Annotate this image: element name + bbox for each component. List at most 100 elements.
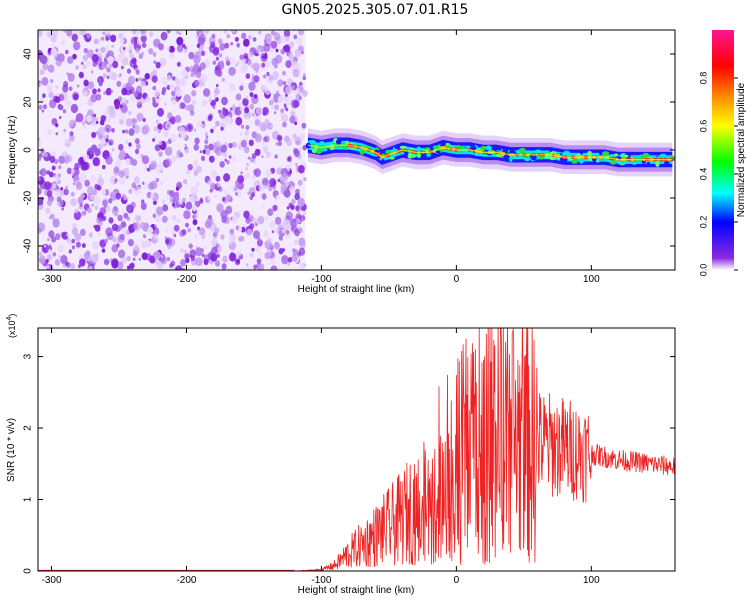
noise-speckle <box>265 35 273 45</box>
noise-speckle <box>224 158 227 162</box>
noise-speckle <box>48 230 55 239</box>
noise-speckle <box>69 131 74 137</box>
noise-speckle <box>302 75 307 81</box>
noise-speckle <box>111 259 119 269</box>
noise-speckle <box>42 62 49 71</box>
colorbar: 0.0 0.2 0.4 0.6 0.8 Normalized spectral ampl… <box>698 30 747 276</box>
noise-speckle <box>66 167 72 175</box>
noise-speckle <box>264 87 271 96</box>
noise-speckle <box>58 165 62 170</box>
noise-speckle <box>91 253 99 263</box>
colorbar-tick-label: 0.4 <box>698 168 708 181</box>
noise-speckle <box>127 207 132 212</box>
ridge-speckle <box>435 150 441 154</box>
ridge-speckle <box>416 152 421 158</box>
noise-speckle <box>299 133 305 141</box>
noise-speckle <box>251 112 255 117</box>
noise-speckle <box>127 236 130 240</box>
noise-speckle <box>97 177 105 186</box>
noise-speckle <box>261 205 265 210</box>
noise-speckle <box>269 123 273 129</box>
noise-speckle <box>123 47 126 50</box>
noise-speckle <box>205 135 209 140</box>
noise-speckle <box>129 94 136 102</box>
noise-speckle <box>125 158 131 165</box>
noise-speckle <box>298 237 306 247</box>
noise-speckle <box>55 132 59 136</box>
ridge-speckle <box>469 145 477 151</box>
noise-speckle <box>63 30 67 33</box>
snr-series-line <box>38 328 675 571</box>
noise-speckle <box>120 52 126 59</box>
noise-speckle <box>121 256 128 264</box>
noise-speckle <box>248 81 256 91</box>
noise-speckle <box>166 140 170 145</box>
noise-speckle <box>38 227 42 234</box>
noise-speckle <box>88 146 95 155</box>
colorbar-gradient <box>712 30 734 270</box>
noise-speckle <box>225 56 230 62</box>
noise-speckle <box>67 155 73 163</box>
noise-speckle <box>176 149 182 156</box>
noise-speckle <box>266 71 270 77</box>
noise-speckle <box>178 126 186 135</box>
noise-speckle <box>265 151 271 158</box>
noise-speckle <box>239 85 244 91</box>
noise-speckle <box>187 163 193 171</box>
noise-speckle <box>98 126 105 136</box>
noise-speckle <box>216 253 220 258</box>
noise-speckle <box>156 206 164 216</box>
noise-speckle <box>47 64 55 73</box>
noise-speckle <box>169 83 175 91</box>
noise-speckle <box>239 107 243 112</box>
top-x-tick-label: -100 <box>311 274 331 285</box>
ridge-speckle <box>578 159 584 164</box>
noise-speckle <box>86 32 91 39</box>
noise-speckle <box>172 193 180 203</box>
noise-speckle <box>39 180 47 190</box>
noise-speckle <box>165 238 170 244</box>
noise-speckle <box>254 119 260 126</box>
noise-speckle <box>203 88 211 97</box>
noise-speckle <box>99 217 104 222</box>
noise-speckle <box>282 220 291 230</box>
ridge-speckle <box>389 157 395 160</box>
noise-speckle <box>51 183 57 190</box>
noise-speckle <box>87 81 95 90</box>
noise-speckle <box>253 93 258 99</box>
ridge-speckle <box>509 156 513 163</box>
noise-speckle <box>55 96 61 104</box>
top-y-tick-label: -20 <box>23 190 34 205</box>
noise-speckle <box>268 186 272 192</box>
noise-speckle <box>88 265 93 270</box>
noise-speckle <box>210 253 218 262</box>
noise-speckle <box>270 265 278 270</box>
noise-speckle <box>80 193 85 199</box>
noise-speckle <box>52 252 57 257</box>
ridge-speckle <box>518 147 527 154</box>
noise-speckle <box>164 102 167 106</box>
noise-speckle <box>109 109 117 119</box>
noise-speckle <box>285 60 292 69</box>
noise-speckle <box>229 107 233 111</box>
noise-speckle <box>210 169 218 179</box>
noise-speckle <box>128 75 136 85</box>
noise-speckle <box>185 222 189 228</box>
noise-speckle <box>295 162 298 167</box>
noise-speckle <box>91 203 94 207</box>
noise-speckle <box>176 36 184 46</box>
noise-speckle <box>253 161 257 165</box>
noise-speckle <box>65 49 69 55</box>
noise-speckle <box>182 43 186 48</box>
noise-speckle <box>254 45 262 54</box>
noise-speckle <box>63 129 66 133</box>
noise-speckle <box>178 199 183 205</box>
noise-speckle <box>208 155 215 163</box>
noise-speckle <box>175 265 183 270</box>
noise-speckle <box>65 261 71 268</box>
noise-speckle <box>212 47 220 56</box>
noise-speckle <box>57 244 64 253</box>
ridge-speckle <box>455 145 461 148</box>
noise-speckle <box>258 252 263 257</box>
noise-speckle <box>94 205 99 210</box>
